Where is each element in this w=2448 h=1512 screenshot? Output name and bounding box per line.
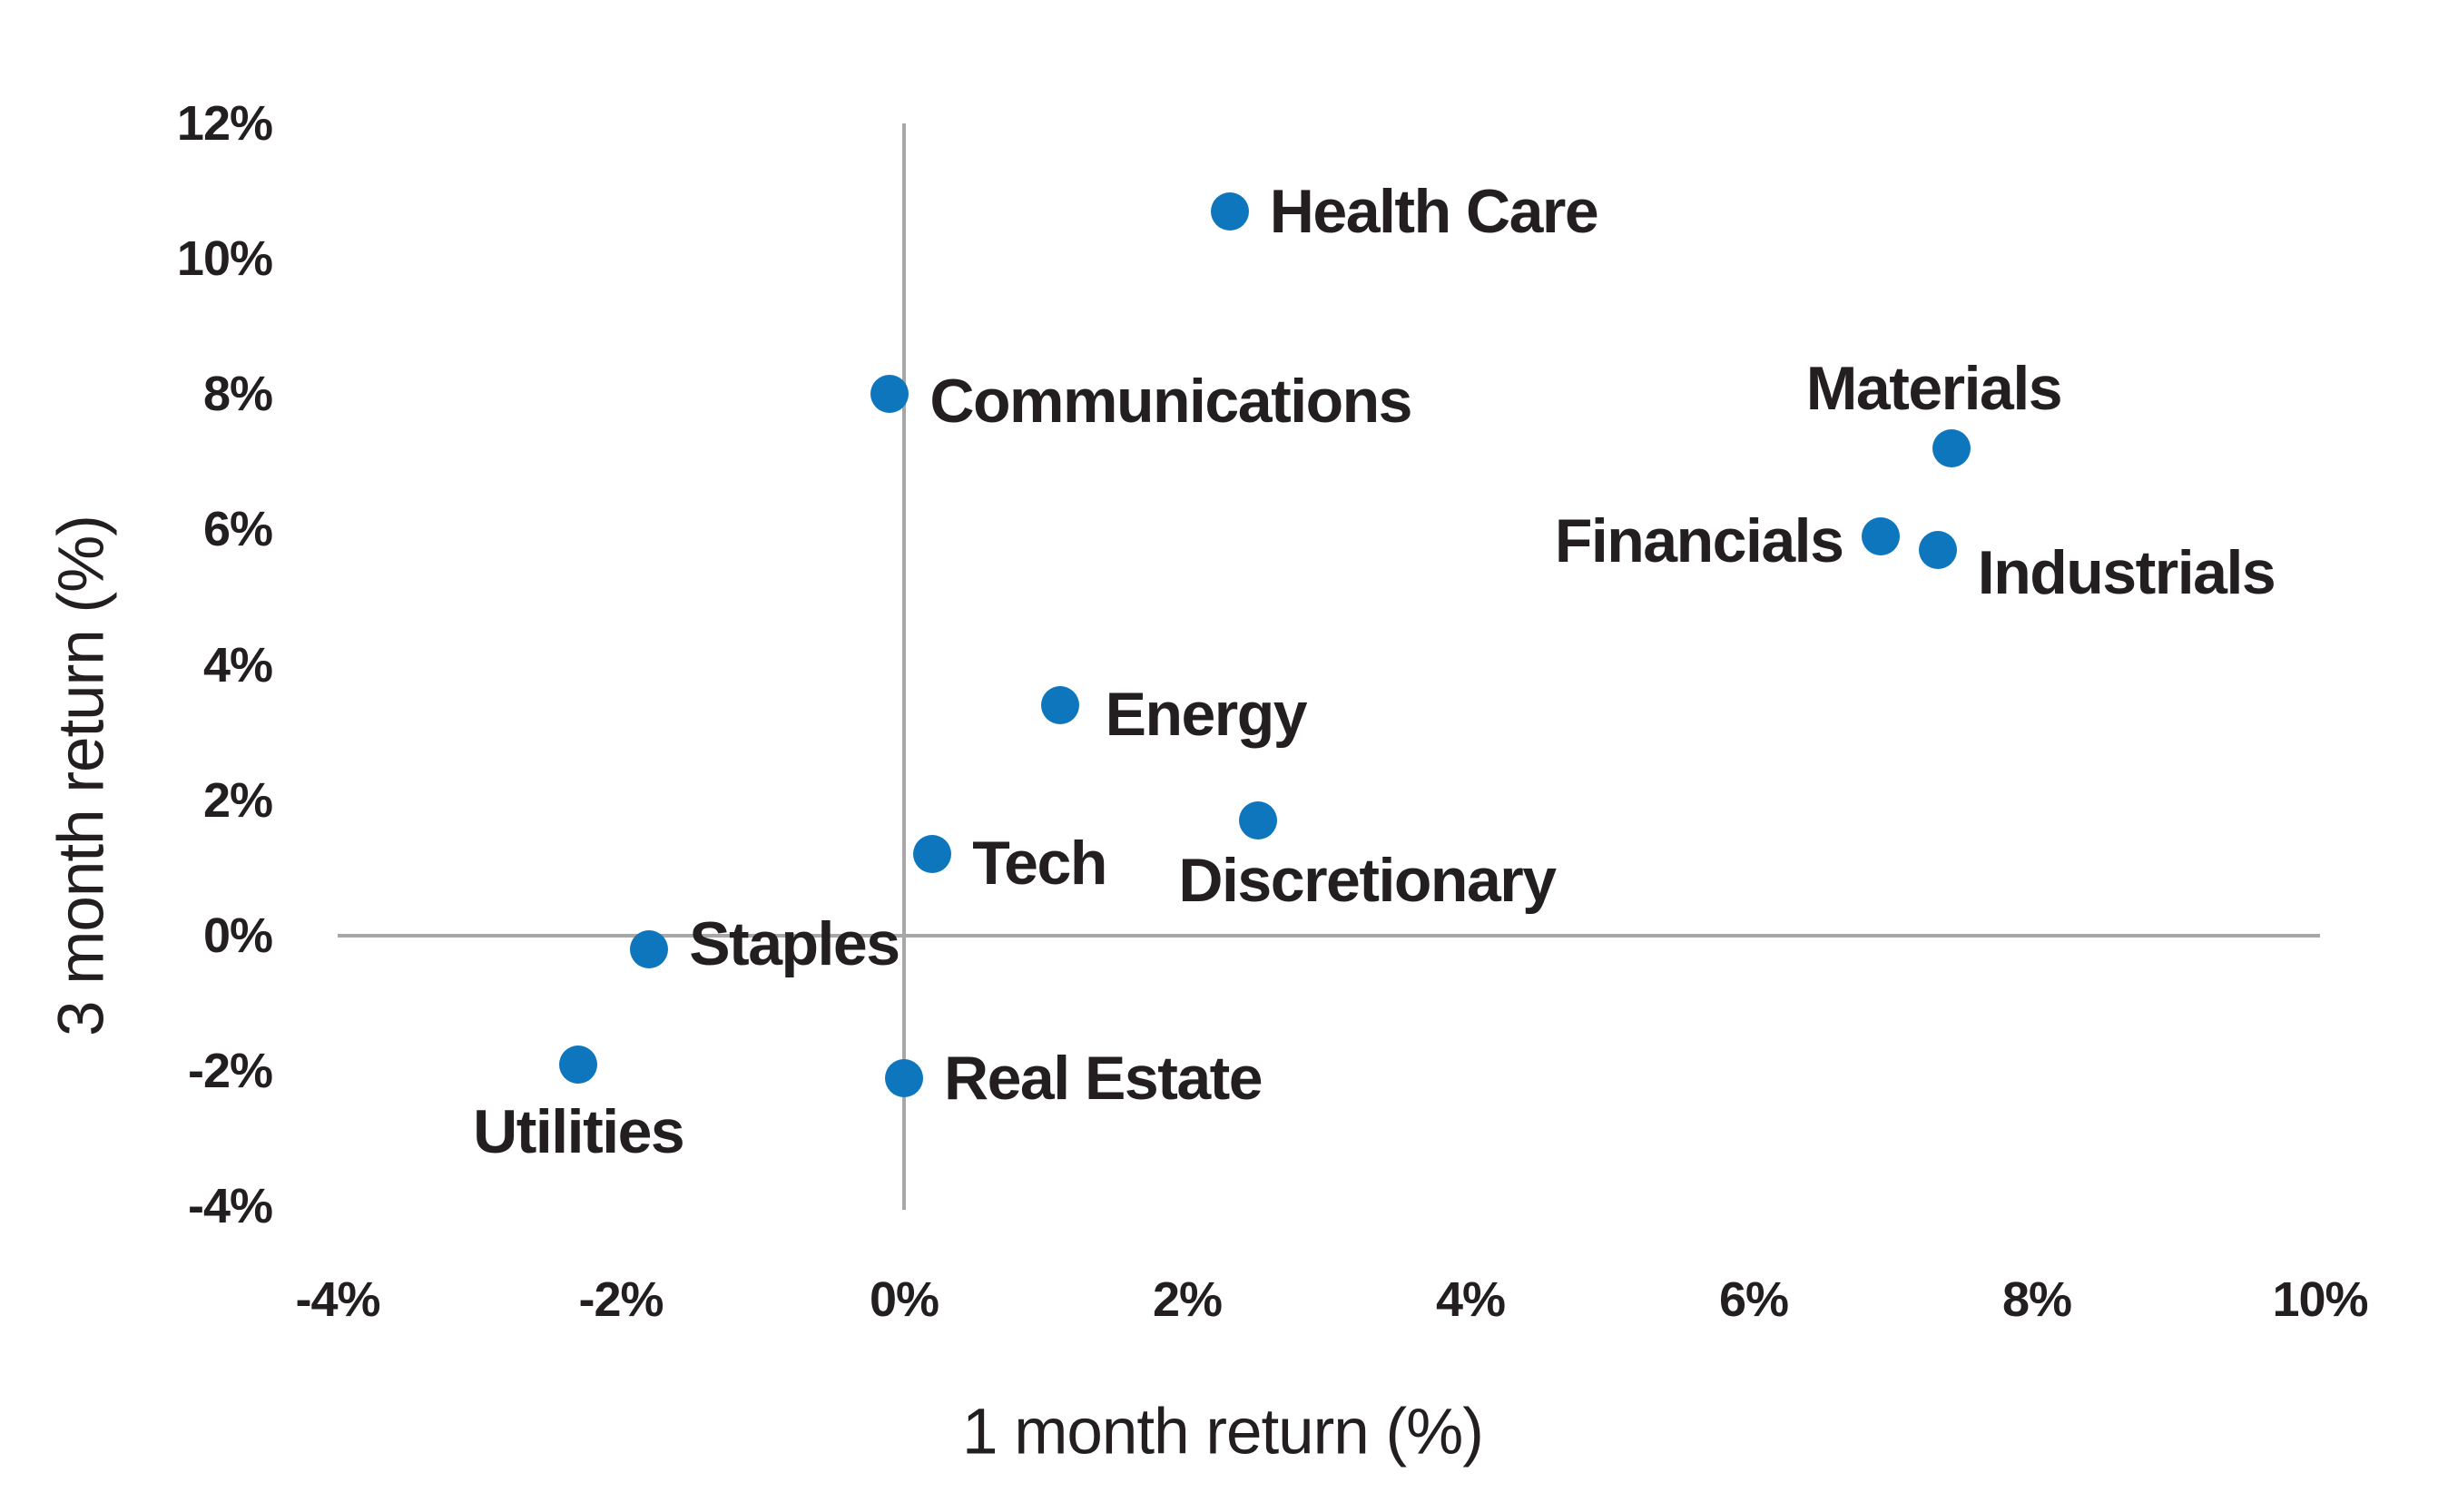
data-point-label: Real Estate — [944, 1043, 1263, 1113]
data-point-label: Staples — [689, 908, 900, 978]
x-tick-label: -2% — [578, 1272, 664, 1327]
x-axis-zero-line — [338, 934, 2320, 938]
y-tick-label: -2% — [187, 1044, 273, 1099]
x-axis-title: 1 month return (%) — [962, 1396, 1484, 1468]
data-point-label: Energy — [1105, 680, 1308, 750]
data-point-dot — [913, 835, 952, 874]
data-point-dot — [870, 375, 909, 414]
data-point-dot — [885, 1058, 923, 1097]
y-tick-label: 8% — [202, 367, 273, 422]
data-point-dot — [1932, 428, 1971, 467]
data-point-dot — [1210, 191, 1249, 231]
data-point-label: Discretionary — [1178, 846, 1557, 916]
data-point-dot — [1040, 686, 1079, 725]
x-tick-label: 2% — [1152, 1272, 1223, 1327]
y-tick-label: -4% — [187, 1179, 273, 1234]
x-tick-label: 10% — [2272, 1272, 2368, 1327]
data-point-label: Communications — [929, 367, 1412, 437]
data-point-dot — [1239, 801, 1277, 840]
x-tick-label: -4% — [295, 1272, 380, 1327]
x-tick-label: 4% — [1435, 1272, 1506, 1327]
y-tick-label: 6% — [202, 502, 273, 557]
y-tick-label: 0% — [202, 908, 273, 963]
data-point-label: Financials — [1554, 506, 1844, 575]
y-tick-label: 12% — [176, 95, 273, 151]
x-tick-label: 8% — [2001, 1272, 2072, 1327]
data-point-label: Health Care — [1269, 176, 1599, 246]
data-point-dot — [559, 1045, 598, 1084]
y-tick-label: 2% — [202, 772, 273, 828]
y-tick-label: 4% — [202, 637, 273, 692]
x-tick-label: 6% — [1718, 1272, 1789, 1327]
data-point-dot — [1918, 530, 1957, 569]
data-point-label: Utilities — [473, 1096, 685, 1166]
x-tick-label: 0% — [869, 1272, 939, 1327]
data-point-label: Industrials — [1977, 537, 2276, 607]
data-point-label: Materials — [1805, 353, 2063, 423]
data-point-dot — [630, 929, 669, 968]
y-tick-label: 10% — [176, 231, 273, 286]
data-point-label: Tech — [972, 829, 1107, 898]
y-axis-title: 3 month return (%) — [45, 515, 118, 1036]
data-point-dot — [1862, 516, 1901, 555]
y-axis-zero-line — [902, 123, 906, 1211]
